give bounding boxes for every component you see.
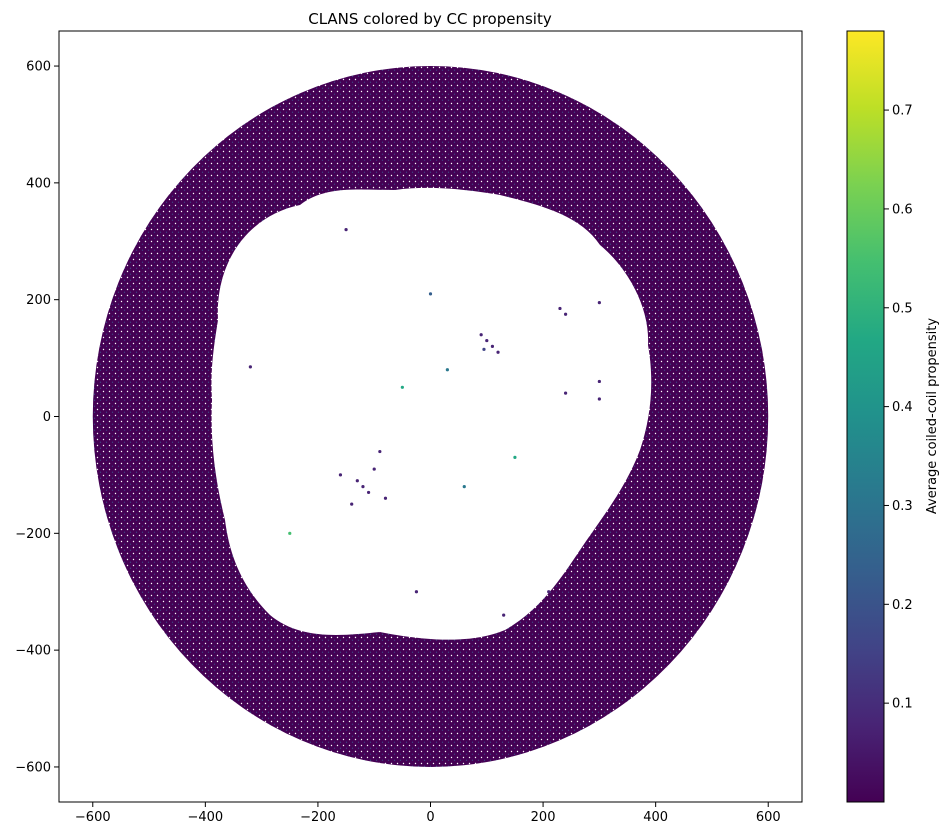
scatter-point — [462, 484, 466, 489]
x-tick-label: 400 — [643, 810, 668, 825]
y-tick-label: 400 — [26, 176, 51, 191]
colorbar-tick-label: 0.4 — [892, 400, 913, 415]
colorbar-tick-label: 0.7 — [892, 104, 913, 119]
scatter-point — [485, 338, 489, 343]
scatter-point — [414, 590, 419, 594]
y-tick-label: −600 — [15, 760, 51, 775]
colorbar-tick-label: 0.6 — [892, 202, 913, 217]
scatter-point — [338, 473, 343, 477]
inner-clearing — [211, 187, 652, 640]
scatter-point — [496, 350, 500, 354]
chart-title: CLANS colored by CC propensity — [308, 10, 552, 28]
y-tick-label: −200 — [15, 527, 51, 542]
scatter-point — [355, 479, 359, 483]
x-tick-label: −400 — [187, 810, 223, 825]
y-tick-label: 0 — [43, 410, 51, 425]
colorbar-tick-label: 0.1 — [892, 697, 913, 712]
scatter-point — [378, 449, 382, 454]
y-tick-label: 200 — [26, 293, 51, 308]
scatter-point — [479, 333, 483, 337]
scatter-point — [597, 301, 601, 305]
scatter-point — [383, 496, 388, 500]
scatter-point — [482, 347, 486, 351]
scatter-point — [372, 467, 376, 471]
scatter-point — [597, 397, 601, 401]
scatter-point — [350, 502, 354, 506]
scatter-point — [428, 292, 433, 296]
colorbar-tick-label: 0.3 — [892, 499, 913, 514]
colorbar-label: Average coiled-coil propensity — [925, 318, 940, 514]
scatter-point — [563, 391, 568, 395]
scatter-point — [558, 306, 562, 311]
scatter-point — [288, 531, 292, 535]
scatter-point — [400, 385, 404, 389]
x-tick-label: −200 — [300, 810, 336, 825]
scatter-point — [445, 368, 449, 372]
scatter-point — [502, 613, 506, 617]
scatter-point — [513, 455, 517, 459]
scatter-point — [563, 312, 568, 316]
scatter-point — [597, 379, 601, 384]
scatter-point — [248, 365, 252, 369]
scatter-point — [490, 344, 495, 349]
x-tick-label: 0 — [426, 810, 434, 825]
y-tick-label: 600 — [26, 60, 51, 75]
colorbar-tick-label: 0.2 — [892, 598, 913, 613]
scatter-point — [361, 484, 365, 489]
scatter-point — [547, 590, 551, 594]
scatter-point — [366, 490, 371, 495]
y-tick-label: −400 — [15, 644, 51, 659]
scatter-point — [344, 227, 348, 232]
x-tick-label: 600 — [756, 810, 781, 825]
colorbar-tick-label: 0.5 — [892, 301, 913, 316]
colorbar — [846, 30, 885, 803]
x-tick-label: 200 — [531, 810, 556, 825]
x-tick-label: −600 — [75, 810, 111, 825]
